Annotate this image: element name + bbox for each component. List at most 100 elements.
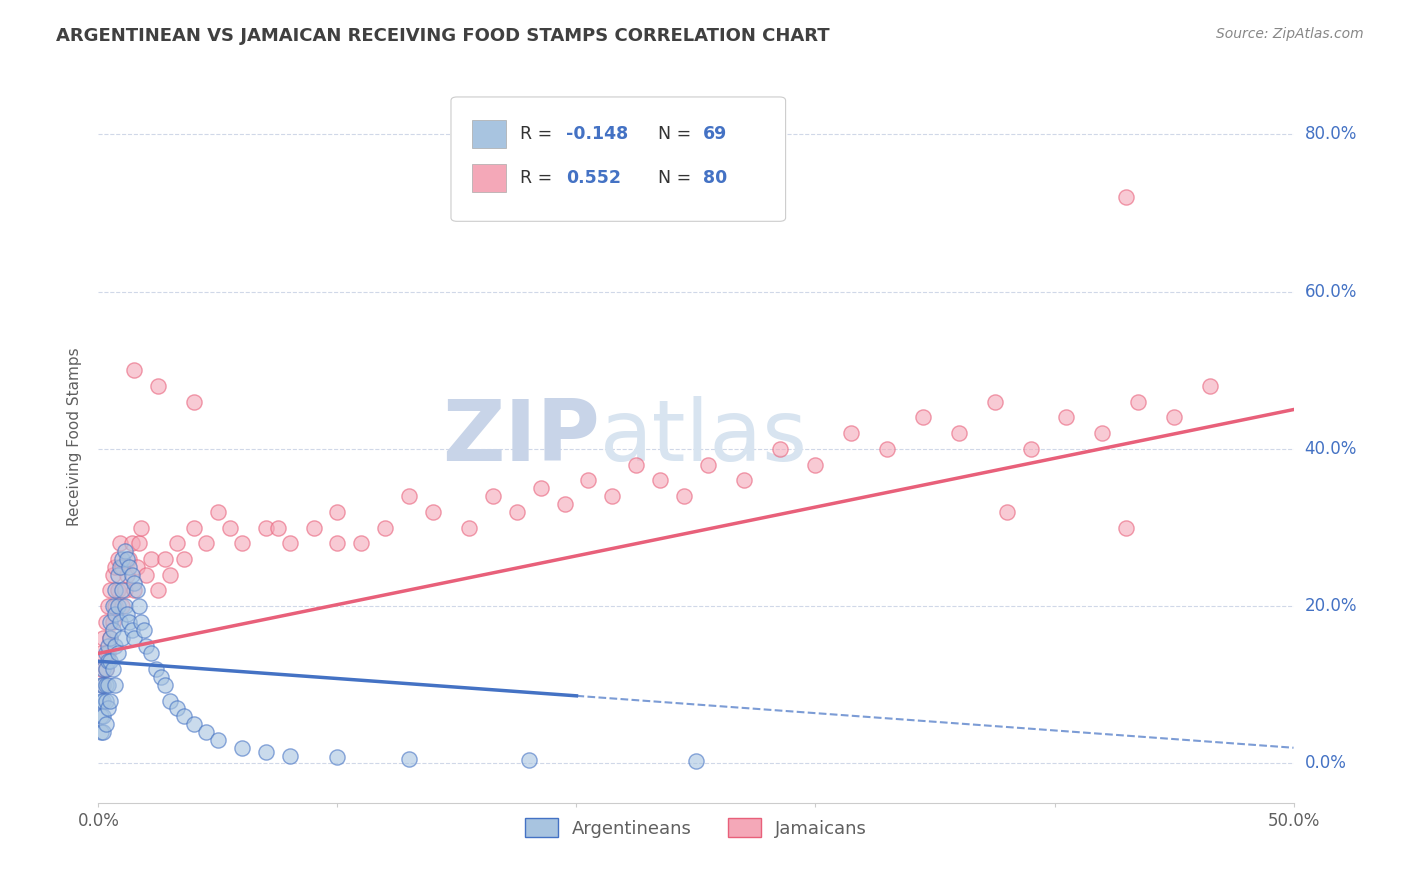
Point (148, 583, 170, 598)
Point (183, 717, 205, 731)
Point (107, 599, 129, 614)
Point (104, 678, 127, 692)
Point (108, 536, 131, 550)
Point (685, 754, 707, 768)
Text: 20.0%: 20.0% (1305, 597, 1357, 615)
Point (626, 458, 648, 472)
Point (948, 426, 970, 441)
Point (108, 559, 131, 574)
Point (121, 536, 143, 550)
Point (135, 567, 157, 582)
Point (398, 752, 420, 766)
Legend: Argentineans, Jamaicans: Argentineans, Jamaicans (517, 811, 875, 845)
Point (124, 583, 146, 598)
Point (91, 678, 114, 692)
Point (98, 693, 122, 707)
Point (530, 481, 553, 495)
FancyBboxPatch shape (472, 164, 506, 192)
FancyBboxPatch shape (451, 97, 786, 221)
Point (90, 709, 112, 723)
Point (1056, 410, 1078, 425)
Point (374, 520, 396, 534)
Point (91, 693, 114, 707)
Point (183, 520, 205, 534)
Point (107, 583, 129, 598)
Point (1199, 379, 1222, 393)
Point (398, 489, 420, 503)
Text: Source: ZipAtlas.com: Source: ZipAtlas.com (1216, 27, 1364, 41)
Point (91, 662, 114, 676)
Point (173, 552, 195, 566)
Point (107, 646, 129, 660)
Point (984, 394, 1007, 409)
Text: ARGENTINEAN VS JAMAICAN RECEIVING FOOD STAMPS CORRELATION CHART: ARGENTINEAN VS JAMAICAN RECEIVING FOOD S… (56, 27, 830, 45)
Point (1019, 442, 1042, 456)
Y-axis label: Receiving Food Stamps: Receiving Food Stamps (67, 348, 83, 526)
Point (97, 654, 120, 668)
Point (98, 583, 122, 598)
Point (91, 631, 114, 645)
Point (104, 639, 127, 653)
Point (841, 426, 863, 441)
Point (90, 646, 112, 660)
Point (94, 662, 117, 676)
Text: 69: 69 (703, 125, 727, 144)
Point (155, 678, 177, 692)
Point (128, 599, 150, 614)
Point (326, 536, 349, 550)
Point (148, 379, 170, 393)
Point (114, 544, 136, 558)
Point (1163, 410, 1185, 425)
Point (131, 615, 153, 629)
Point (91, 678, 114, 692)
Text: ZIP: ZIP (443, 395, 600, 479)
Point (97, 639, 120, 653)
Point (90, 725, 112, 739)
Point (107, 567, 129, 582)
Point (578, 473, 600, 487)
Point (458, 520, 481, 534)
Point (1115, 190, 1137, 204)
Point (90, 693, 112, 707)
Point (481, 489, 505, 503)
Text: 0.552: 0.552 (565, 169, 620, 187)
Point (115, 607, 138, 621)
Point (124, 363, 146, 377)
Point (94, 717, 117, 731)
Point (166, 536, 188, 550)
Point (125, 583, 148, 598)
Point (94, 662, 117, 676)
Point (98, 631, 122, 645)
Point (111, 599, 134, 614)
Point (90, 662, 112, 676)
Point (350, 536, 373, 550)
Point (121, 567, 143, 582)
Text: 80: 80 (703, 169, 727, 187)
Point (804, 458, 827, 472)
Text: 40.0%: 40.0% (1305, 440, 1357, 458)
Point (97, 678, 120, 692)
Point (108, 615, 131, 629)
Point (118, 559, 141, 574)
Point (1128, 394, 1150, 409)
Point (231, 536, 253, 550)
Point (1091, 426, 1114, 441)
Point (876, 442, 898, 456)
Point (101, 599, 124, 614)
Point (517, 753, 540, 767)
Point (195, 725, 218, 739)
Point (111, 583, 134, 598)
Point (231, 740, 253, 755)
Point (267, 520, 290, 534)
Point (648, 473, 672, 487)
Point (422, 505, 444, 519)
Point (128, 536, 150, 550)
Point (207, 732, 229, 747)
Point (768, 442, 790, 456)
FancyBboxPatch shape (472, 120, 506, 148)
Point (135, 639, 157, 653)
Point (97, 646, 120, 660)
Point (111, 559, 134, 574)
Point (159, 567, 181, 582)
Point (91, 725, 114, 739)
